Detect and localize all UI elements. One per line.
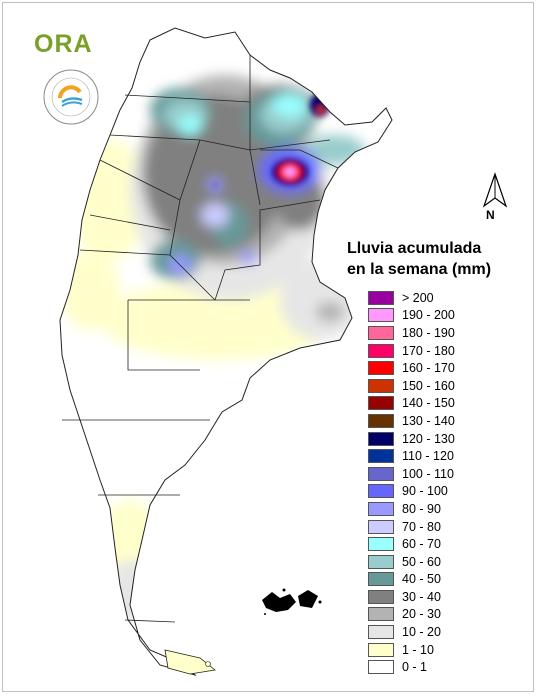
legend-title: Lluvia acumulada en la semana (mm) [347,238,491,280]
legend-swatch [368,378,394,393]
legend-swatch [368,572,394,587]
legend-title-line2: en la semana (mm) [347,261,492,278]
legend-item: 60 - 70 [368,535,508,553]
legend-label: > 200 [402,290,434,305]
legend-swatch [368,325,394,340]
legend-item: 100 - 110 [368,465,508,483]
legend-swatch [368,607,394,622]
ora-logo: ORA [34,30,93,58]
legend-label: 120 - 130 [402,431,455,446]
legend-item: 90 - 100 [368,483,508,501]
legend-label: 50 - 60 [402,554,441,569]
legend-item: 50 - 60 [368,553,508,571]
legend-item: 170 - 180 [368,342,508,360]
legend-label: 1 - 10 [402,642,434,657]
legend-item: 0 - 1 [368,658,508,676]
legend-label: 190 - 200 [402,308,455,323]
legend-label: 160 - 170 [402,361,455,376]
isla-de-los-estados [205,661,211,667]
legend-swatch [368,466,394,481]
legend-item: > 200 [368,289,508,307]
legend-label: 80 - 90 [402,501,441,516]
legend-item: 110 - 120 [368,447,508,465]
tierra-del-fuego [164,649,216,675]
province-boundaries [62,55,339,623]
legend-swatch [368,290,394,305]
legend-swatch [368,501,394,516]
smn-seal-icon [43,69,99,125]
country-outline [59,27,393,677]
legend-label: 0 - 1 [402,660,428,675]
legend-swatch [368,396,394,411]
legend-label: 90 - 100 [402,484,448,499]
north-label: N [486,208,495,222]
legend-item: 120 - 130 [368,430,508,448]
legend-item: 150 - 160 [368,377,508,395]
legend-swatch [368,431,394,446]
legend-swatch [368,308,394,323]
legend-label: 100 - 110 [402,466,454,481]
legend-swatch [368,589,394,604]
legend-item: 180 - 190 [368,324,508,342]
legend-label: 60 - 70 [402,537,441,552]
legend-swatch [368,413,394,428]
islands [262,588,322,615]
legend-item: 80 - 90 [368,500,508,518]
legend-swatch [368,343,394,358]
legend-label: 30 - 40 [402,589,441,604]
legend-label: 110 - 120 [402,449,454,464]
legend-label: 40 - 50 [402,572,441,587]
legend-swatch [368,519,394,534]
north-arrow-icon [482,172,508,208]
legend-title-line1: Lluvia acumulada [347,240,482,257]
legend-label: 140 - 150 [402,396,455,411]
legend-item: 70 - 80 [368,518,508,536]
legend-item: 190 - 200 [368,307,508,325]
legend-label: 20 - 30 [402,607,441,622]
legend-swatch [368,642,394,657]
legend-label: 180 - 190 [402,325,455,340]
legend-item: 30 - 40 [368,588,508,606]
legend-swatch [368,484,394,499]
legend: > 200 190 - 200 180 - 190 170 - 180 160 - 17… [368,289,508,676]
legend-item: 1 - 10 [368,641,508,659]
legend-swatch [368,660,394,675]
legend-swatch [368,449,394,464]
legend-swatch [368,625,394,640]
legend-swatch [368,554,394,569]
legend-item: 40 - 50 [368,571,508,589]
legend-item: 140 - 150 [368,395,508,413]
legend-swatch [368,361,394,376]
legend-label: 170 - 180 [402,343,455,358]
legend-item: 160 - 170 [368,359,508,377]
legend-label: 10 - 20 [402,625,441,640]
legend-item: 20 - 30 [368,606,508,624]
legend-label: 150 - 160 [402,378,455,393]
legend-label: 130 - 140 [402,413,455,428]
legend-swatch [368,537,394,552]
legend-item: 130 - 140 [368,412,508,430]
legend-item: 10 - 20 [368,623,508,641]
legend-label: 70 - 80 [402,519,441,534]
